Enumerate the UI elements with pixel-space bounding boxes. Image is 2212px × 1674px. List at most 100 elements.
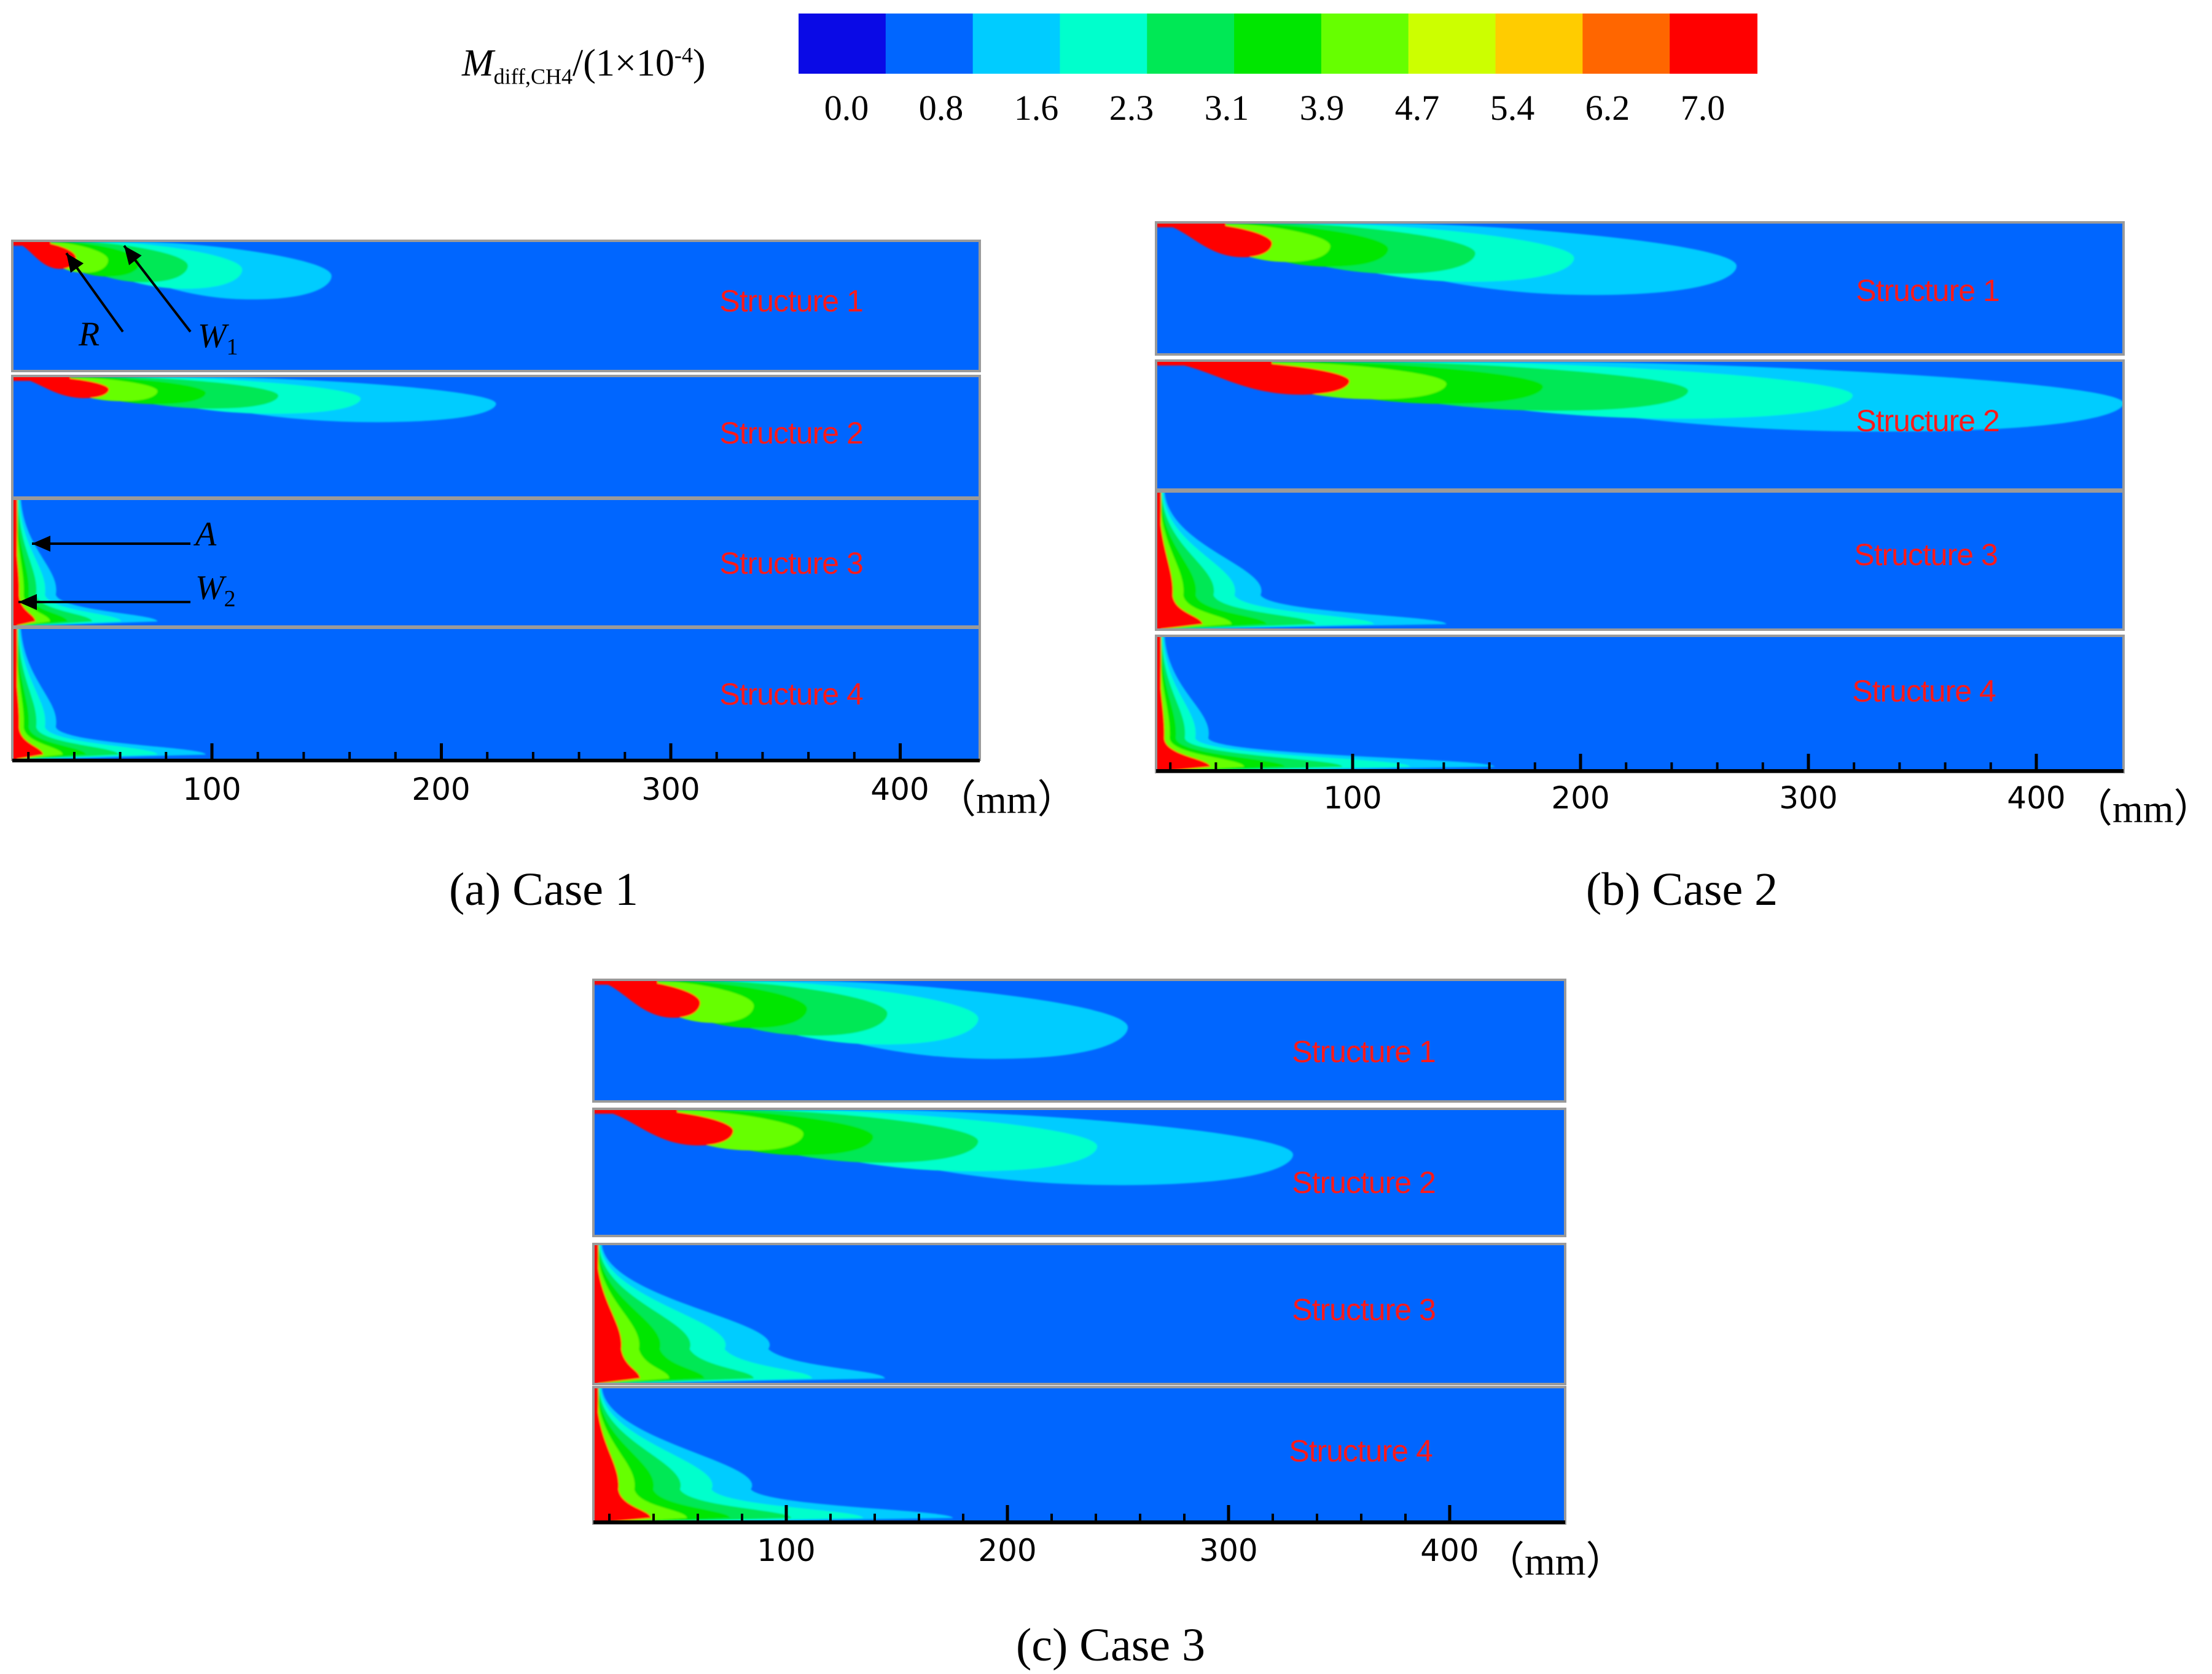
arrow-r-head [66, 253, 84, 273]
plume-contour [12, 499, 50, 627]
panel-b [1155, 221, 2125, 773]
colorbar-tick-label: 5.4 [1490, 88, 1535, 128]
plume-contour [12, 499, 158, 627]
panel-b-axis-tick-label: 400 [2007, 780, 2066, 816]
plume [12, 241, 332, 300]
panel-a-axis-tick-label: 300 [641, 772, 700, 807]
structure-4-contour-plot [1155, 635, 2125, 773]
plume [593, 1109, 1294, 1186]
panel-a-axis-tick-label: 400 [870, 772, 929, 807]
strip-border [1155, 221, 2125, 356]
plume-contour [593, 1387, 651, 1523]
panel-a-structure-2-label: Structure 2 [719, 416, 864, 450]
colorbar-tick-label: 4.7 [1394, 88, 1440, 128]
annotation-w2: W2 [195, 569, 236, 612]
plume-contour [1156, 491, 1203, 630]
legend-scale-exponent: -4 [674, 42, 693, 68]
colorbar-tick-label: 2.3 [1109, 88, 1154, 128]
colorbar-band [1321, 14, 1409, 74]
panel-b-structure-3-label: Structure 3 [1854, 538, 1998, 572]
legend-subscript: diff,CH4 [493, 64, 573, 89]
colorbar-tick-label: 0.0 [824, 88, 869, 128]
plume-core [12, 628, 17, 760]
structure-2-contour-plot [11, 375, 981, 499]
panel-a-structure-4-label: Structure 4 [719, 677, 864, 711]
arrow-a-head [32, 536, 50, 552]
plume-core [1156, 222, 1226, 227]
plume [593, 1387, 953, 1523]
plume-contour [593, 981, 701, 1018]
panel-a-caption: (a) Case 1 [448, 864, 639, 915]
structure-3-contour-plot [11, 498, 981, 628]
plume-contour [1156, 491, 1316, 630]
colorbar-band [1234, 14, 1322, 74]
panel-c-structure-4-label: Structure 4 [1289, 1434, 1433, 1468]
contour-background [12, 499, 980, 627]
panel-b-structure-4-label: Structure 4 [1852, 674, 1996, 708]
panel-a-axis-tick-label: 100 [182, 772, 241, 807]
arrow-w1-head [124, 246, 142, 265]
plume [1156, 222, 1737, 295]
panel-c-structure-2-label: Structure 2 [1292, 1165, 1436, 1200]
legend-title: Mdiff,CH4/(1×10-4) [462, 42, 706, 89]
panel-a-axis-unit: （mm） [937, 778, 1077, 821]
colorbar-tick-label: 6.2 [1585, 88, 1630, 128]
plume-contour [12, 499, 68, 627]
plume-core [593, 980, 658, 985]
plume-contour [1156, 491, 1267, 630]
plume-contour [12, 499, 122, 627]
plume-contour [593, 1110, 733, 1146]
plume-core [1156, 361, 1272, 366]
colorbar-band [885, 14, 974, 74]
colorbar-band [972, 14, 1061, 74]
plume [12, 499, 158, 627]
legend-scale-prefix: /(1×10 [573, 42, 674, 84]
panel-c-caption: (c) Case 3 [1015, 1619, 1206, 1671]
plume-core [12, 499, 17, 627]
colorbar-band [1582, 14, 1671, 74]
structure-3-contour-plot [592, 1243, 1566, 1385]
plume [593, 1244, 885, 1384]
panel-b-caption: (b) Case 2 [1585, 864, 1778, 915]
contour-background [12, 628, 980, 760]
strip-border [592, 1108, 1566, 1237]
arrow-w2-head [18, 594, 37, 610]
structure-3-contour-plot [1155, 490, 2125, 631]
panel-a-structure-3-label: Structure 3 [719, 546, 864, 581]
plume [1156, 636, 1495, 772]
strip-border [592, 1243, 1566, 1385]
panel-c-axis-tick-label: 400 [1420, 1533, 1479, 1568]
panel-b-structure-2-label: Structure 2 [1856, 404, 2000, 438]
structure-2-contour-plot [592, 1108, 1566, 1237]
structure-4-contour-plot [592, 1386, 1566, 1525]
plume-core [593, 1244, 598, 1384]
panel-a-axis-tick-label: 200 [412, 772, 471, 807]
plume [1156, 491, 1447, 630]
contour-background [1156, 636, 2124, 772]
panel-c-axis-unit: （mm） [1485, 1539, 1625, 1583]
colorbar-band [799, 14, 886, 74]
plume-contour [593, 1244, 640, 1384]
colorbar-tick-label: 0.8 [918, 88, 964, 128]
colorbar-band [1670, 14, 1757, 74]
colorbar-band [1408, 14, 1496, 74]
panel-b-axis-tick-label: 100 [1323, 780, 1382, 816]
plume-contour [1156, 636, 1211, 772]
colorbar-band [1060, 14, 1148, 74]
annotation-r: R [79, 315, 100, 353]
plume-contour [1156, 362, 1350, 395]
colorbar-band [1147, 14, 1235, 74]
colorbar-tick-label: 7.0 [1680, 88, 1725, 128]
colorbar-tick-label: 3.1 [1204, 88, 1249, 128]
plume-contour [12, 499, 92, 627]
panel-c-structure-1-label: Structure 1 [1292, 1035, 1436, 1069]
panel-c-axis-tick-label: 100 [757, 1533, 816, 1568]
panel-b-axis-tick-label: 300 [1779, 780, 1838, 816]
panel-b-structure-1-label: Structure 1 [1856, 273, 2000, 308]
panel-c-axis-tick-label: 200 [978, 1533, 1037, 1568]
plume [12, 376, 496, 423]
panel-c [592, 979, 1566, 1525]
structure-2-contour-plot [1155, 359, 2125, 491]
legend-scale-suffix: ) [692, 42, 706, 84]
panel-b-axis-unit: （mm） [2073, 787, 2212, 831]
